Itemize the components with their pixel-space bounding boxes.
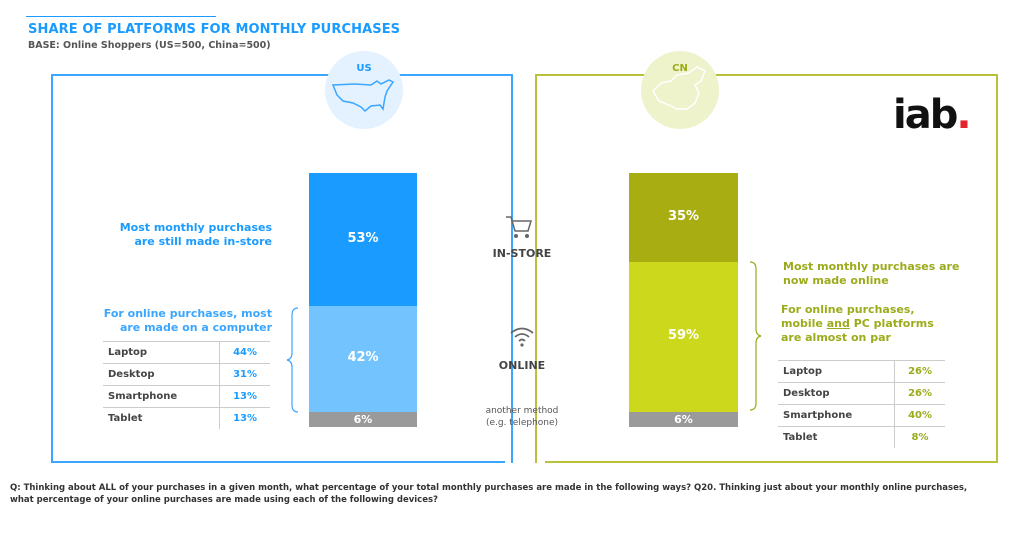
cn-devices-note: For online purchases, mobile and PC plat…	[781, 303, 961, 345]
device-value: 8%	[894, 426, 945, 448]
device-value: 44%	[219, 341, 270, 364]
device-value: 13%	[219, 385, 270, 408]
logo-dot: .	[956, 92, 971, 138]
note-line: are almost on par	[781, 331, 891, 344]
us-stacked-bar: 53% 42% 6%	[309, 173, 417, 427]
table-row: Desktop 31%	[103, 363, 270, 386]
us-other-segment: 6%	[309, 412, 417, 427]
cn-online-brace	[749, 261, 762, 411]
device-value: 13%	[219, 407, 270, 429]
device-name: Desktop	[778, 382, 895, 405]
cn-label: CN	[672, 63, 688, 74]
us-online-segment: 42%	[309, 306, 417, 412]
question-footnote: Q: Thinking about ALL of your purchases …	[10, 483, 968, 505]
cn-online-label: 59%	[667, 328, 700, 343]
us-instore-segment: 53%	[309, 173, 417, 306]
us-online-note: For online purchases, most are made on a…	[103, 307, 272, 334]
us-instore-label: 53%	[347, 230, 379, 246]
note-line: mobile and PC platforms	[781, 317, 961, 331]
cn-panel	[535, 74, 998, 463]
device-value: 26%	[894, 382, 945, 405]
base-note: BASE: Online Shoppers (US=500, China=500…	[28, 40, 271, 51]
note-emphasis: and	[826, 317, 850, 330]
us-label: US	[356, 63, 372, 74]
title-rule	[26, 16, 216, 17]
us-instore-note: Most monthly purchases are still made in…	[119, 221, 272, 248]
table-row: Tablet 8%	[778, 426, 945, 448]
other-method-label: another method	[485, 406, 559, 416]
instore-label: IN-STORE	[492, 247, 552, 260]
us-online-brace	[286, 307, 299, 413]
device-name: Laptop	[778, 360, 895, 383]
us-device-table: Laptop 44% Desktop 31% Smartphone 13% Table…	[103, 341, 270, 429]
table-row: Smartphone 40%	[778, 404, 945, 427]
cn-other-segment: 6%	[629, 412, 738, 427]
page-title: SHARE OF PLATFORMS FOR MONTHLY PURCHASES	[28, 22, 401, 37]
note-line: For online purchases,	[781, 303, 915, 316]
cn-other-label: 6%	[674, 413, 693, 426]
cn-online-note: Most monthly purchases are now made onli…	[783, 260, 960, 287]
cn-online-segment: 59%	[629, 262, 738, 412]
cn-map-badge	[641, 51, 719, 129]
cn-stacked-bar: 35% 59% 6%	[629, 173, 738, 427]
us-map-icon	[331, 79, 395, 113]
device-name: Tablet	[778, 426, 895, 448]
bottom-gap	[505, 455, 545, 465]
table-row: Smartphone 13%	[103, 385, 270, 408]
us-online-label: 42%	[347, 350, 379, 365]
cn-device-table: Laptop 26% Desktop 26% Smartphone 40% Table…	[778, 360, 945, 448]
note-text: PC platforms	[849, 317, 934, 330]
china-map-icon	[652, 66, 706, 110]
device-name: Smartphone	[103, 385, 220, 408]
cn-border-stub	[535, 440, 537, 463]
device-value: 40%	[894, 404, 945, 427]
table-row: Laptop 26%	[778, 360, 945, 383]
us-border-stub	[511, 440, 513, 463]
device-name: Smartphone	[778, 404, 895, 427]
logo-text: iab	[893, 92, 958, 138]
device-name: Tablet	[103, 407, 220, 429]
note-text: mobile	[781, 317, 827, 330]
us-map-badge	[325, 51, 403, 129]
device-value: 31%	[219, 363, 270, 386]
iab-logo: iab.	[893, 92, 972, 138]
table-row: Laptop 44%	[103, 341, 270, 364]
other-method-example: (e.g. telephone)	[485, 418, 559, 428]
us-panel	[51, 74, 513, 463]
online-label: ONLINE	[498, 359, 546, 372]
table-row: Desktop 26%	[778, 382, 945, 405]
device-name: Desktop	[103, 363, 220, 386]
wifi-icon	[510, 327, 534, 347]
table-row: Tablet 13%	[103, 407, 270, 429]
us-other-label: 6%	[353, 413, 373, 426]
cn-instore-label: 35%	[667, 208, 700, 224]
cn-instore-segment: 35%	[629, 173, 738, 262]
shopping-cart-icon	[506, 216, 533, 238]
device-value: 26%	[894, 360, 945, 383]
device-name: Laptop	[103, 341, 220, 364]
